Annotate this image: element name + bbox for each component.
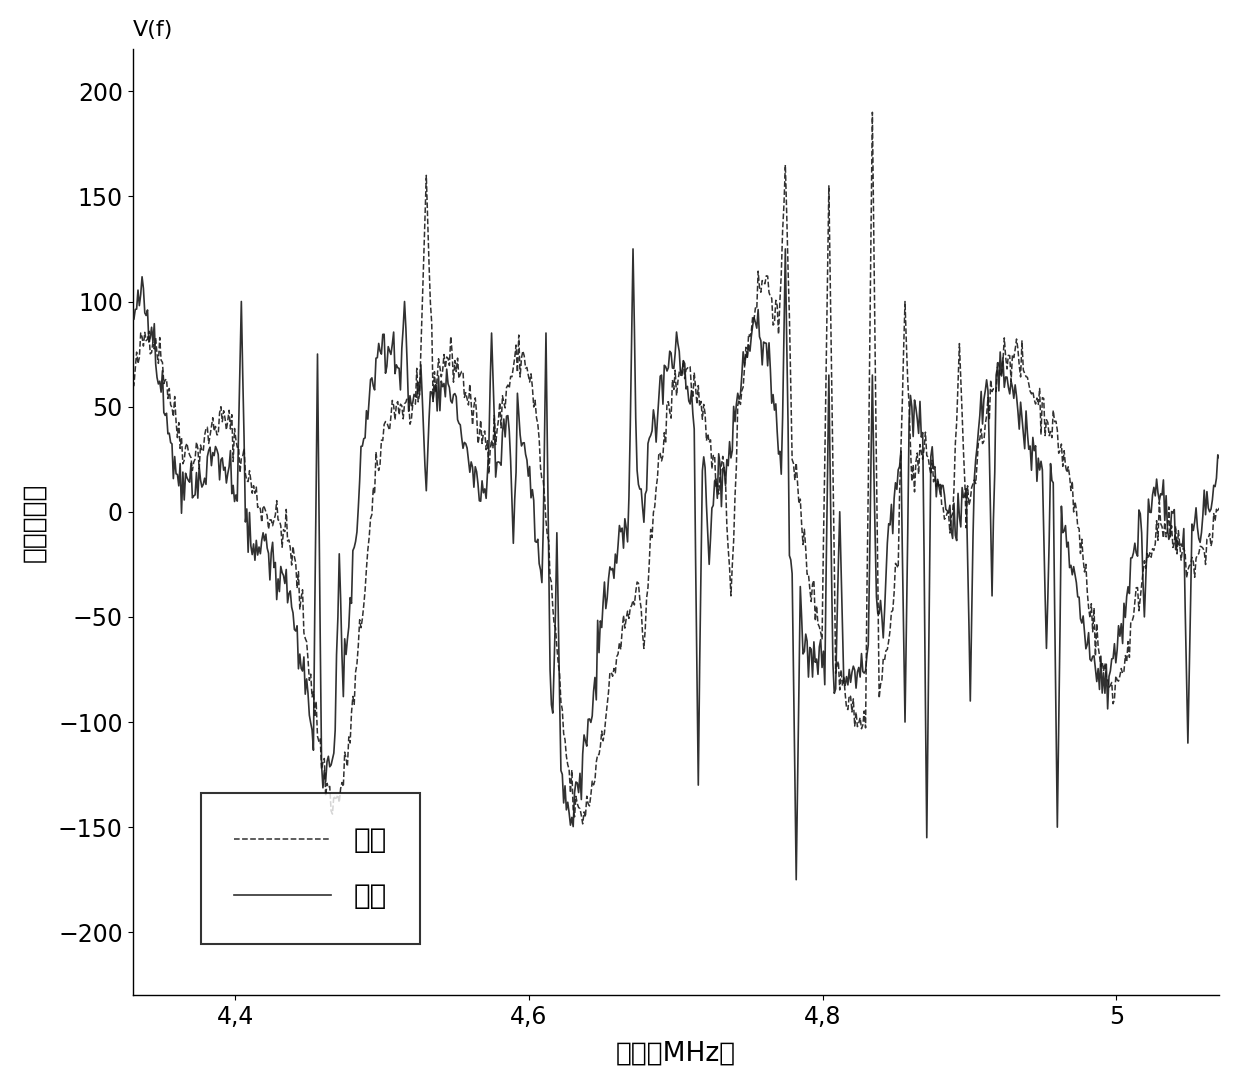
虚部: [789, 873, 804, 886]
虚部: [952, 510, 967, 523]
实部: [758, 277, 773, 290]
Y-axis label: 未滤波电压: 未滤波电压: [21, 483, 47, 562]
X-axis label: 频率（MHz）: 频率（MHz）: [616, 1040, 735, 1066]
虚部: [125, 302, 140, 315]
实部: [1211, 501, 1226, 514]
实部: [786, 457, 801, 470]
Line: 虚部: 虚部: [133, 249, 1219, 879]
虚部: [192, 460, 207, 473]
实部: [952, 337, 967, 350]
Text: V(f): V(f): [133, 20, 172, 40]
实部: [575, 817, 590, 830]
Line: 实部: 实部: [133, 112, 1219, 824]
实部: [125, 382, 140, 395]
实部: [1064, 484, 1079, 497]
虚部: [758, 336, 773, 349]
虚部: [1211, 451, 1226, 464]
实部: [192, 462, 207, 475]
Legend: 实部, 虚部: 实部, 虚部: [201, 794, 420, 944]
虚部: [1064, 559, 1079, 572]
虚部: [625, 242, 640, 255]
虚部: [786, 666, 801, 679]
实部: [818, 361, 833, 374]
虚部: [820, 472, 835, 485]
实部: [866, 105, 880, 118]
